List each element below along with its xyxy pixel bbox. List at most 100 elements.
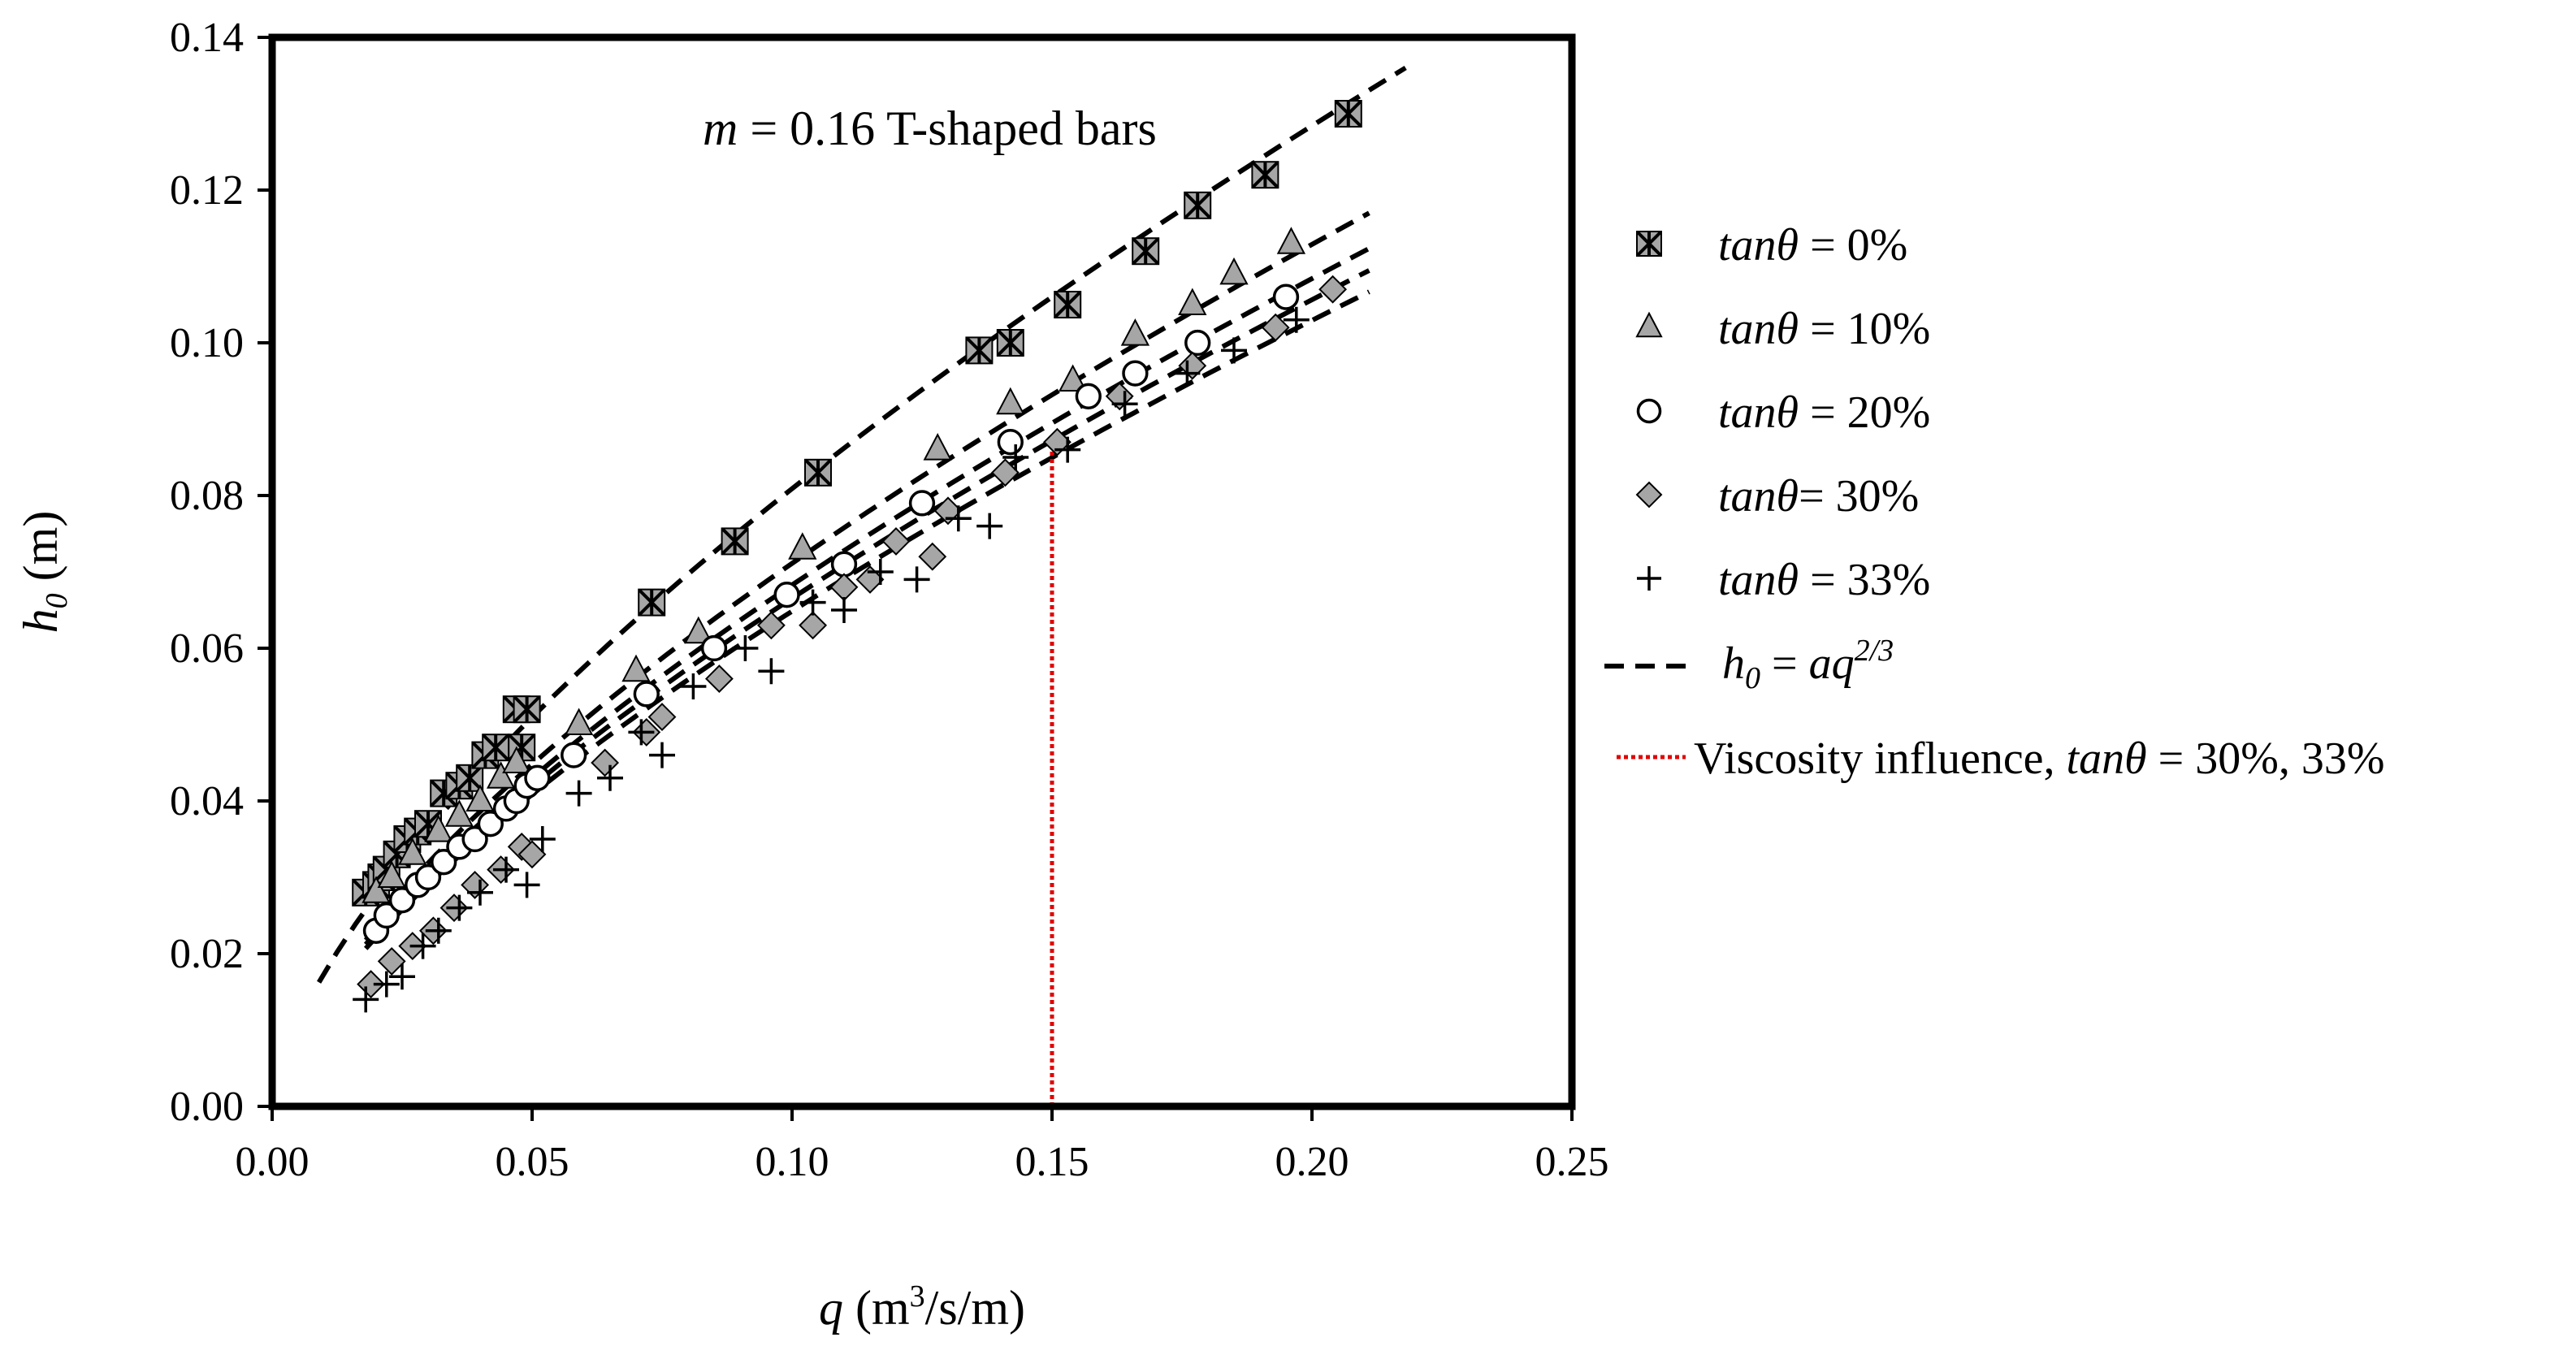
data-point	[1184, 329, 1211, 357]
legend-item-2: tanθ = 20%	[1636, 387, 1930, 438]
data-point	[700, 634, 728, 662]
x-tick-label: 0.00	[236, 1139, 310, 1185]
fit-rhs-sup: 2/3	[1855, 634, 1894, 668]
fit-eq: =	[1760, 638, 1809, 689]
data-point	[732, 635, 759, 661]
fit-rhs: aq	[1809, 638, 1855, 689]
series-3	[357, 275, 1348, 999]
data-point	[444, 799, 474, 827]
chart-annotation: m = 0.16 T-shaped bars	[703, 102, 1157, 155]
data-point	[1058, 364, 1088, 392]
data-point	[1318, 275, 1348, 304]
data-point	[389, 963, 415, 990]
visc-label-italic: tanθ	[2067, 734, 2147, 784]
data-point	[1219, 257, 1249, 285]
y-label-sub: 0	[40, 593, 74, 608]
data-point	[388, 887, 416, 914]
data-point	[788, 532, 817, 560]
y-tick-label: 0.14	[170, 15, 244, 61]
legend-item-3: tanθ= 30%	[1635, 471, 1919, 522]
legend-label-3: tanθ= 30%	[1718, 471, 1919, 522]
data-point	[431, 849, 457, 876]
data-point	[621, 654, 651, 682]
legend-marker-4	[1637, 566, 1661, 591]
data-point	[493, 856, 519, 883]
data-point	[1184, 191, 1212, 219]
data-point	[524, 764, 551, 791]
fit-curve-2	[363, 246, 1370, 942]
data-point	[996, 387, 1025, 415]
data-point	[633, 681, 660, 708]
y-tick-label: 0.08	[170, 473, 244, 519]
data-point	[965, 336, 994, 365]
data-point	[1221, 337, 1247, 364]
data-point	[996, 329, 1024, 357]
axes: 0.00 0.02 0.04 0.06 0.08 0.10 0.12 0.14 0.00 0.05…	[170, 15, 1609, 1185]
y-axis-label: h0 (m)	[14, 511, 74, 634]
x-label-unit-pre: (m	[843, 1281, 910, 1335]
legend-marker-1	[1635, 311, 1663, 338]
data-point	[465, 784, 495, 812]
data-point	[628, 719, 655, 746]
annotation-text: = 0.16 T-shaped bars	[738, 102, 1156, 155]
data-point	[1251, 161, 1279, 189]
data-point	[1054, 436, 1081, 463]
x-tick-label: 0.15	[1015, 1139, 1089, 1185]
data-point	[721, 527, 749, 556]
data-point	[398, 837, 427, 865]
data-point	[918, 542, 947, 571]
data-point	[424, 815, 453, 842]
series-2	[362, 283, 1300, 944]
y-tick-label: 0.06	[170, 625, 244, 672]
data-point	[1178, 288, 1207, 315]
data-point	[1054, 291, 1082, 318]
visc-label-plain: Viscosity influence,	[1694, 734, 2067, 784]
plot-area-frame	[268, 33, 1576, 1110]
data-point	[804, 458, 832, 487]
fit-lhs: h	[1722, 638, 1745, 689]
data-point	[409, 933, 436, 959]
data-point	[647, 703, 677, 732]
data-point	[923, 433, 952, 461]
data-point	[362, 876, 391, 903]
data-point	[1120, 318, 1150, 346]
data-points	[352, 100, 1362, 1013]
data-point	[591, 748, 620, 777]
data-point	[773, 582, 800, 608]
data-point	[684, 616, 713, 644]
legend-viscosity-label: Viscosity influence, tanθ = 30%, 33%	[1694, 734, 2385, 784]
data-point	[597, 764, 623, 791]
data-point	[1272, 283, 1300, 310]
x-tick-label: 0.25	[1535, 1139, 1609, 1185]
data-point	[1334, 100, 1362, 128]
fit-lhs-sub: 0	[1745, 661, 1760, 695]
data-point	[799, 611, 828, 640]
data-point	[829, 573, 859, 602]
data-point	[477, 811, 504, 837]
data-point	[461, 870, 490, 899]
x-tick-label: 0.10	[755, 1139, 829, 1185]
data-point	[517, 840, 547, 869]
data-point	[456, 764, 484, 792]
data-point	[758, 658, 785, 685]
series-1	[362, 227, 1306, 903]
data-point	[377, 860, 406, 888]
data-point	[908, 490, 936, 517]
data-point	[425, 917, 452, 944]
legend-label-1: tanθ = 10%	[1718, 304, 1930, 354]
x-label-unit-post: /s/m)	[925, 1281, 1025, 1335]
data-point	[565, 780, 592, 807]
data-point	[561, 742, 587, 768]
data-point	[799, 589, 826, 616]
y-label-unit: (m)	[14, 511, 67, 594]
legend-marker-3	[1635, 481, 1663, 509]
data-point	[513, 872, 540, 898]
data-point	[461, 825, 488, 853]
data-point	[945, 505, 972, 532]
x-tick-label: 0.20	[1275, 1139, 1349, 1185]
data-point	[867, 559, 894, 585]
x-tick-label: 0.05	[496, 1139, 569, 1185]
legend-label-2: tanθ = 20%	[1718, 387, 1930, 438]
data-point	[482, 734, 510, 762]
